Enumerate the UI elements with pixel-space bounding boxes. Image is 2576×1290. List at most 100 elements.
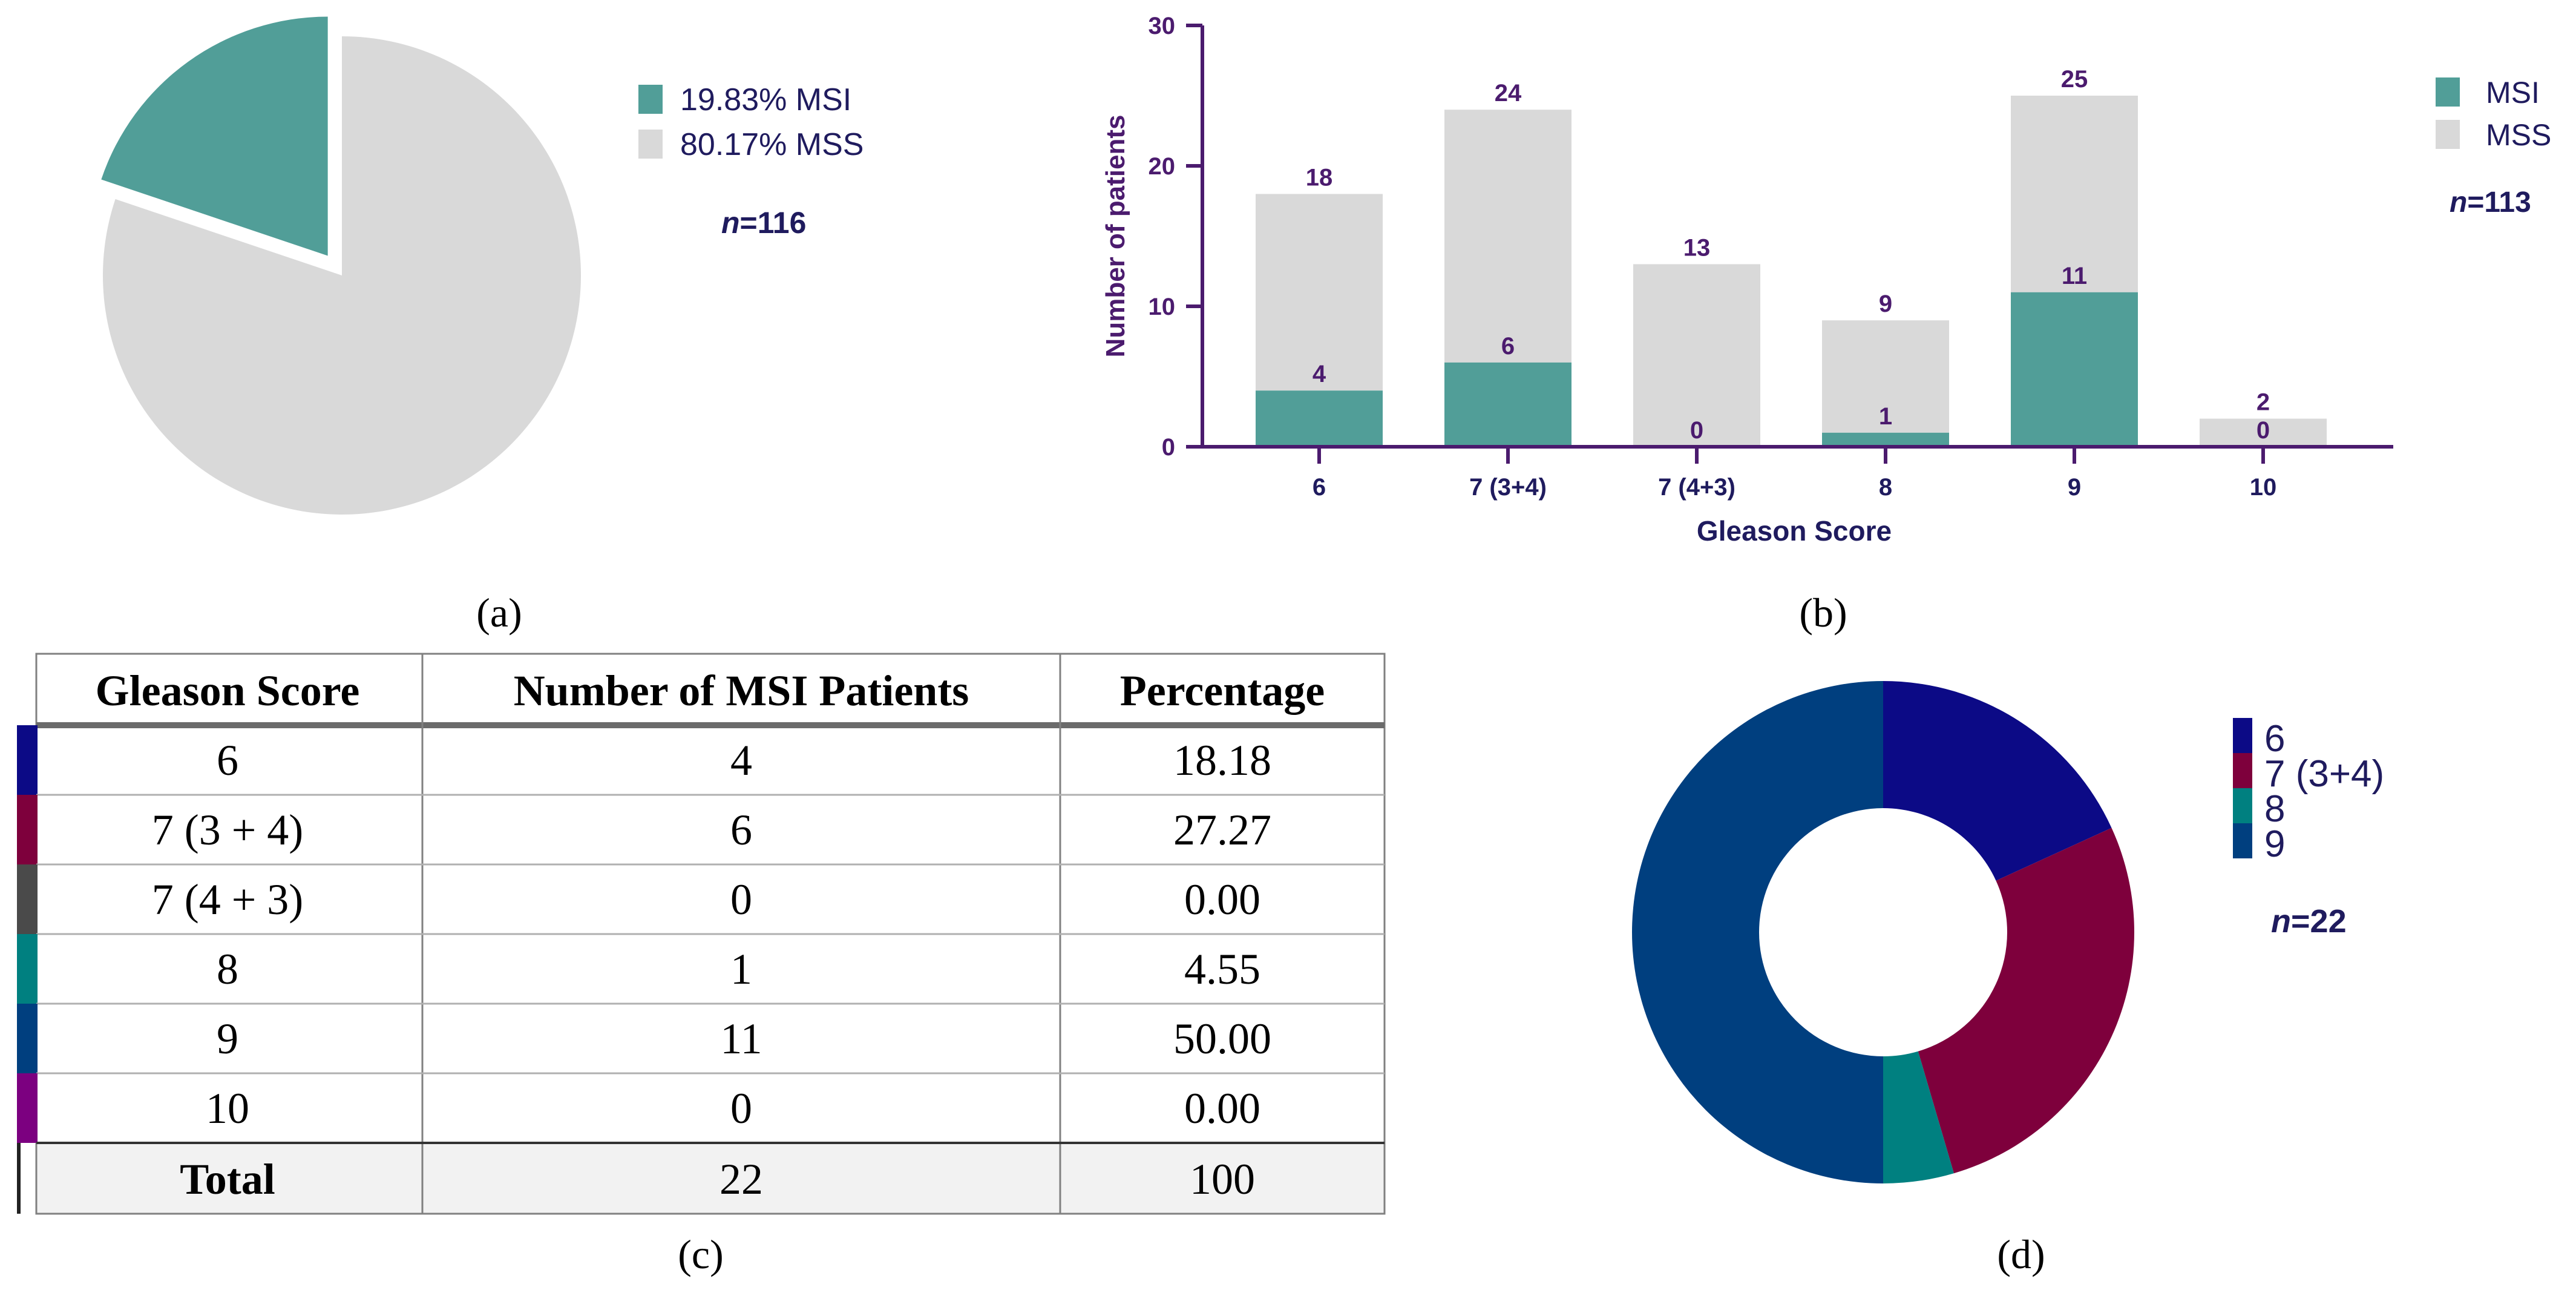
table-cell-pct-4: 50.00 [1173,1015,1271,1063]
legend-swatch-msi [638,85,663,114]
table-cell-pct-5: 0.00 [1184,1084,1260,1133]
donut-slice-0 [1883,681,2112,881]
panel-label-b: (b) [1799,590,1847,636]
row-color-marker-4 [17,1004,38,1073]
bar-msi-label-3: 1 [1879,403,1892,430]
donut-slices [1632,681,2134,1183]
legend-swatch-6 [2233,718,2252,753]
legend-swatch-9 [2233,823,2252,858]
table-header-score: Gleason Score [96,666,360,715]
bar-msi-label-5: 0 [2256,417,2270,444]
table-cell-count-0: 4 [730,736,752,785]
table-total-percentage: 100 [1190,1155,1255,1203]
row-color-marker-3 [17,934,38,1004]
table-cell-score-3: 8 [217,945,238,993]
y-tick-label-0: 0 [1162,434,1175,461]
panel-d-donut-chart: 6 7 (3+4) 8 9 n=22 [1632,681,2384,1183]
bar-msi-0 [1256,390,1383,447]
table-cell-score-0: 6 [217,736,238,785]
donut-slice-1 [1918,828,2134,1174]
sample-size-b-n: n [2450,186,2467,219]
bar-total-label-0: 18 [1306,164,1333,191]
x-tick-label-3: 8 [1879,474,1892,501]
legend-swatch-8 [2233,788,2252,823]
total-row-strip [17,1143,21,1214]
sample-size-d: n=22 [2271,903,2347,940]
legend-label-msi-b: MSI [2486,76,2540,110]
sample-size-b-value: =113 [2467,186,2531,219]
donut-slice-3 [1632,681,1883,1183]
bar-total-label-1: 24 [1495,80,1522,107]
table-cell-count-2: 0 [730,875,752,924]
x-tick-label-5: 10 [2250,474,2277,501]
legend-label-7-3-4: 7 (3+4) [2264,753,2384,795]
bar-mss-2 [1633,264,1760,447]
bar-total-label-4: 25 [2061,66,2088,93]
legend-label-mss: 80.17% MSS [680,127,864,162]
legend-label-msi: 19.83% MSI [680,82,851,117]
bar-mss-3 [1822,320,1949,433]
table-cell-score-4: 9 [217,1015,238,1063]
table-total-row-bg [36,1143,1385,1214]
x-tick-label-1: 7 (3+4) [1469,474,1547,501]
bar-msi-1 [1444,362,1571,447]
table-cell-pct-1: 27.27 [1173,806,1271,854]
sample-size-a-n: n [721,206,740,240]
sample-size-d-n: n [2271,903,2291,940]
legend-swatch-msi-b [2436,77,2460,107]
legend-swatch-7-3-4 [2233,753,2252,788]
bar-msi-4 [2011,292,2138,447]
bar-total-label-5: 2 [2256,389,2270,416]
pie-slice-mss [102,36,581,515]
x-tick-label-2: 7 (4+3) [1658,474,1735,501]
panel-a-pie-chart: 19.83% MSI 80.17% MSS n=116 [101,16,864,515]
x-tick-label-0: 6 [1313,474,1326,501]
sample-size-b: n=113 [2450,186,2531,219]
panel-label-a: (a) [476,590,522,636]
bar-msi-label-2: 0 [1690,417,1703,444]
legend-label-6: 6 [2264,718,2285,760]
bar-total-label-3: 9 [1879,291,1892,317]
pie-slice-msi [101,16,328,256]
table-cell-pct-0: 18.18 [1173,736,1271,785]
table-cell-count-4: 11 [720,1015,762,1063]
y-tick-label-3: 30 [1149,13,1176,39]
legend-swatch-mss [638,130,663,159]
legend-label-9: 9 [2264,823,2285,865]
sample-size-a: n=116 [721,206,806,240]
table-header-count: Number of MSI Patients [514,666,969,715]
bar-mss-4 [2011,96,2138,292]
table-cell-count-1: 6 [730,806,752,854]
donut-slice-2 [1883,1051,1954,1183]
bar-mss-0 [1256,194,1383,391]
table-cell-count-3: 1 [730,945,752,993]
x-axis-label: Gleason Score [1697,515,1892,547]
table-header-percentage: Percentage [1120,666,1325,715]
legend-label-8: 8 [2264,788,2285,830]
bar-msi-label-1: 6 [1501,333,1515,360]
table-cell-count-5: 0 [730,1084,752,1133]
sample-size-a-value: =116 [740,206,807,240]
bar-msi-label-0: 4 [1313,361,1326,387]
bar-mss-5 [2200,418,2327,447]
row-color-marker-0 [17,725,38,795]
bar-msi-3 [1822,432,1949,447]
panel-c-table: 6 4 18.18 7 (3 + 4) 6 27.27 7 (4 + 3) 0 0.00 8 1 4.… [17,653,1386,1215]
table-cell-score-5: 10 [206,1084,249,1133]
x-ticks: 6 7 (3+4) 7 (4+3) 8 9 10 [1313,447,2276,501]
y-axis-label: Number of patients [1101,115,1130,358]
sample-size-d-value: =22 [2291,903,2347,940]
y-ticks: 0 10 20 30 [1149,13,1202,461]
legend-swatch-mss-b [2436,120,2460,149]
bar-total-label-2: 13 [1683,234,1711,261]
y-tick-label-1: 10 [1149,294,1176,320]
table-cell-pct-3: 4.55 [1184,945,1260,993]
panel-label-c: (c) [678,1231,723,1277]
row-color-marker-1 [17,795,38,864]
table-total-label: Total [180,1155,275,1203]
x-tick-label-4: 9 [2068,474,2081,501]
y-tick-label-2: 20 [1149,153,1176,180]
